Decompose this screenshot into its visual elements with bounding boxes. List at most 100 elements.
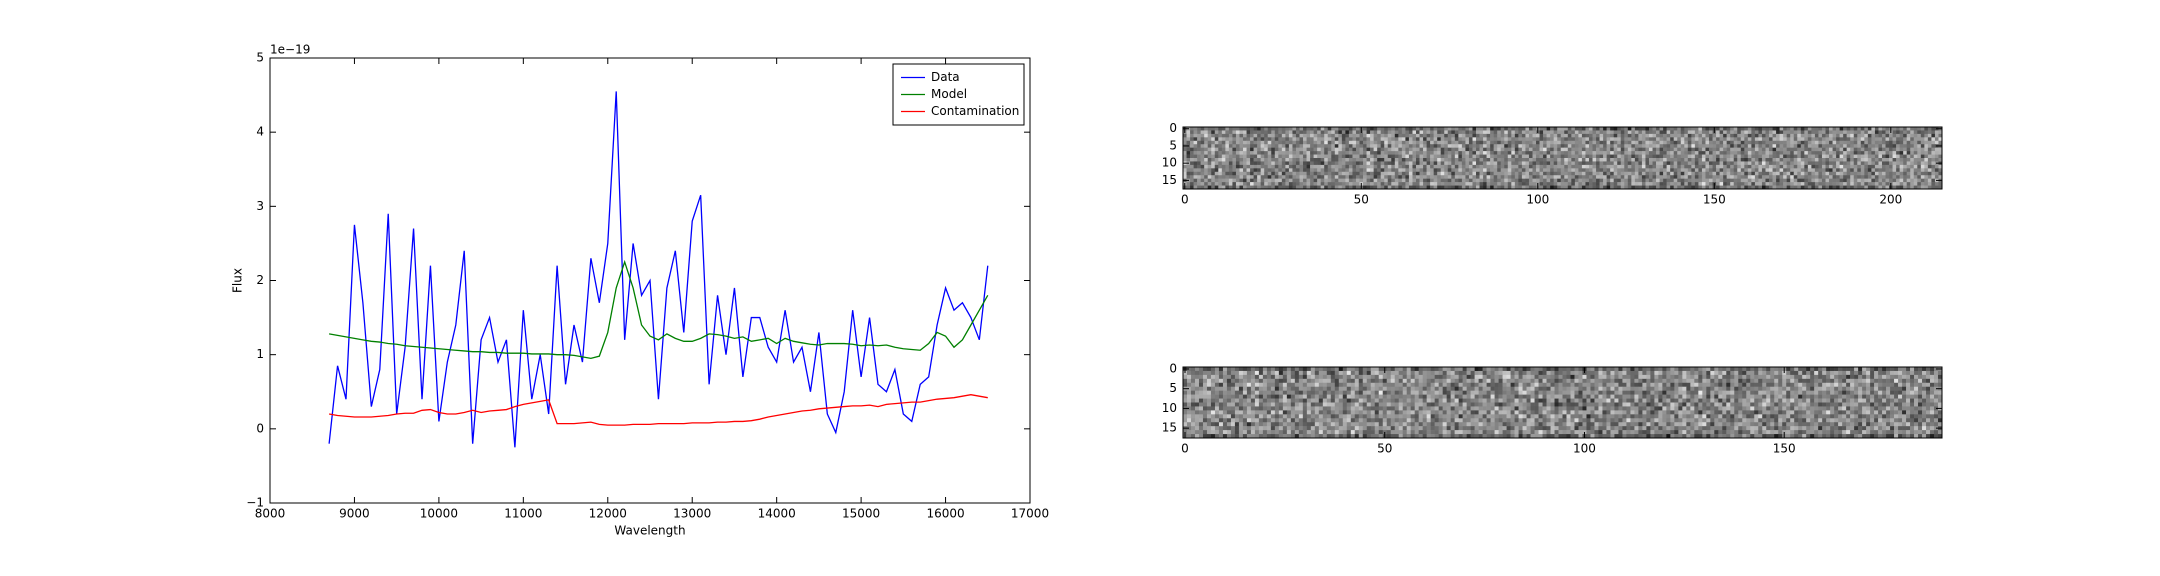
pixel — [1490, 367, 1495, 372]
pixel — [1310, 137, 1314, 142]
pixel — [1871, 140, 1876, 145]
pixel — [1546, 378, 1551, 384]
pixel — [1363, 144, 1367, 148]
pixel — [1670, 185, 1674, 190]
pixel — [1924, 154, 1929, 159]
pixel — [1716, 178, 1720, 183]
pixel — [1654, 367, 1659, 372]
pixel — [1302, 382, 1308, 388]
pixel — [1596, 161, 1600, 166]
pixel — [1214, 175, 1219, 179]
pixel — [1374, 378, 1380, 384]
pixel — [1306, 161, 1311, 166]
pixel — [1525, 158, 1530, 162]
pixel — [1285, 164, 1290, 169]
pixel — [1826, 374, 1831, 380]
pixel — [1836, 164, 1840, 169]
pixel — [1271, 127, 1276, 131]
pixel — [1334, 185, 1339, 190]
pixel — [1348, 158, 1353, 162]
pixel — [1874, 378, 1879, 384]
pixel — [1934, 130, 1939, 135]
pixel — [1394, 158, 1399, 162]
pixel — [1345, 144, 1350, 148]
pixel — [1543, 147, 1547, 152]
pixel — [1892, 168, 1897, 173]
pixel — [1730, 168, 1735, 173]
pixel — [1238, 370, 1244, 376]
pixel — [1662, 378, 1667, 384]
pixel — [1886, 382, 1891, 388]
pixel — [1377, 158, 1381, 162]
pixel — [1938, 171, 1943, 176]
pixel — [1857, 178, 1862, 183]
pixel — [1221, 178, 1226, 183]
pixel — [1232, 171, 1237, 176]
pixel — [1402, 367, 1407, 372]
pixel — [1744, 151, 1749, 155]
pixel — [1719, 154, 1724, 159]
pixel — [1778, 367, 1783, 372]
pixel — [1466, 382, 1471, 388]
pixel — [1846, 137, 1851, 142]
pixel — [1246, 137, 1251, 142]
pixel — [1197, 147, 1201, 152]
pixel — [1673, 130, 1678, 135]
pixel — [1359, 154, 1364, 159]
pixel — [1451, 140, 1456, 145]
pixel — [1659, 185, 1664, 190]
pixel — [1924, 151, 1929, 155]
pixel — [1821, 164, 1826, 169]
pixel — [1730, 147, 1735, 152]
pixel — [1843, 127, 1847, 131]
pixel — [1352, 137, 1357, 142]
pixel — [1239, 130, 1244, 135]
pixel — [1246, 370, 1252, 376]
pixel — [1578, 127, 1583, 131]
pixel — [1253, 127, 1258, 131]
pixel — [1493, 144, 1498, 148]
pixel — [1401, 137, 1406, 142]
pixel — [1747, 175, 1752, 179]
pixel — [1761, 168, 1766, 173]
pixel — [1581, 185, 1586, 190]
pixel — [1264, 168, 1269, 173]
pixel — [1310, 140, 1314, 145]
pixel — [1892, 171, 1897, 176]
pixel — [1197, 178, 1201, 183]
pixel — [1740, 127, 1745, 131]
pixel — [1285, 161, 1290, 166]
pixel — [1274, 178, 1279, 183]
pixel — [1483, 178, 1487, 183]
pixel — [1260, 161, 1265, 166]
pixel — [1737, 151, 1742, 155]
pixel — [1630, 378, 1635, 384]
pixel — [1588, 144, 1593, 148]
pixel — [1250, 137, 1254, 142]
pixel — [1892, 151, 1897, 155]
pixel — [1433, 171, 1438, 176]
pixel — [1680, 168, 1685, 173]
pixel — [1230, 378, 1236, 384]
pixel — [1709, 185, 1713, 190]
pixel — [1864, 140, 1869, 145]
pixel — [1641, 168, 1646, 173]
pixel — [1842, 367, 1847, 372]
pixel — [1493, 168, 1498, 173]
pixel — [1486, 185, 1491, 190]
pixel — [1793, 182, 1798, 186]
pixel — [1423, 158, 1427, 162]
pixel — [1722, 378, 1727, 384]
pixel — [1698, 182, 1703, 186]
pixel — [1910, 370, 1915, 376]
pixel — [1408, 175, 1413, 179]
pixel — [1627, 130, 1632, 135]
pixel — [1341, 151, 1346, 155]
pixel — [1910, 175, 1915, 179]
pixel — [1818, 161, 1823, 166]
pixel — [1278, 140, 1283, 145]
pixel — [1514, 133, 1519, 138]
pixel — [1920, 140, 1925, 145]
pixel — [1634, 144, 1639, 148]
pixel — [1200, 137, 1205, 142]
